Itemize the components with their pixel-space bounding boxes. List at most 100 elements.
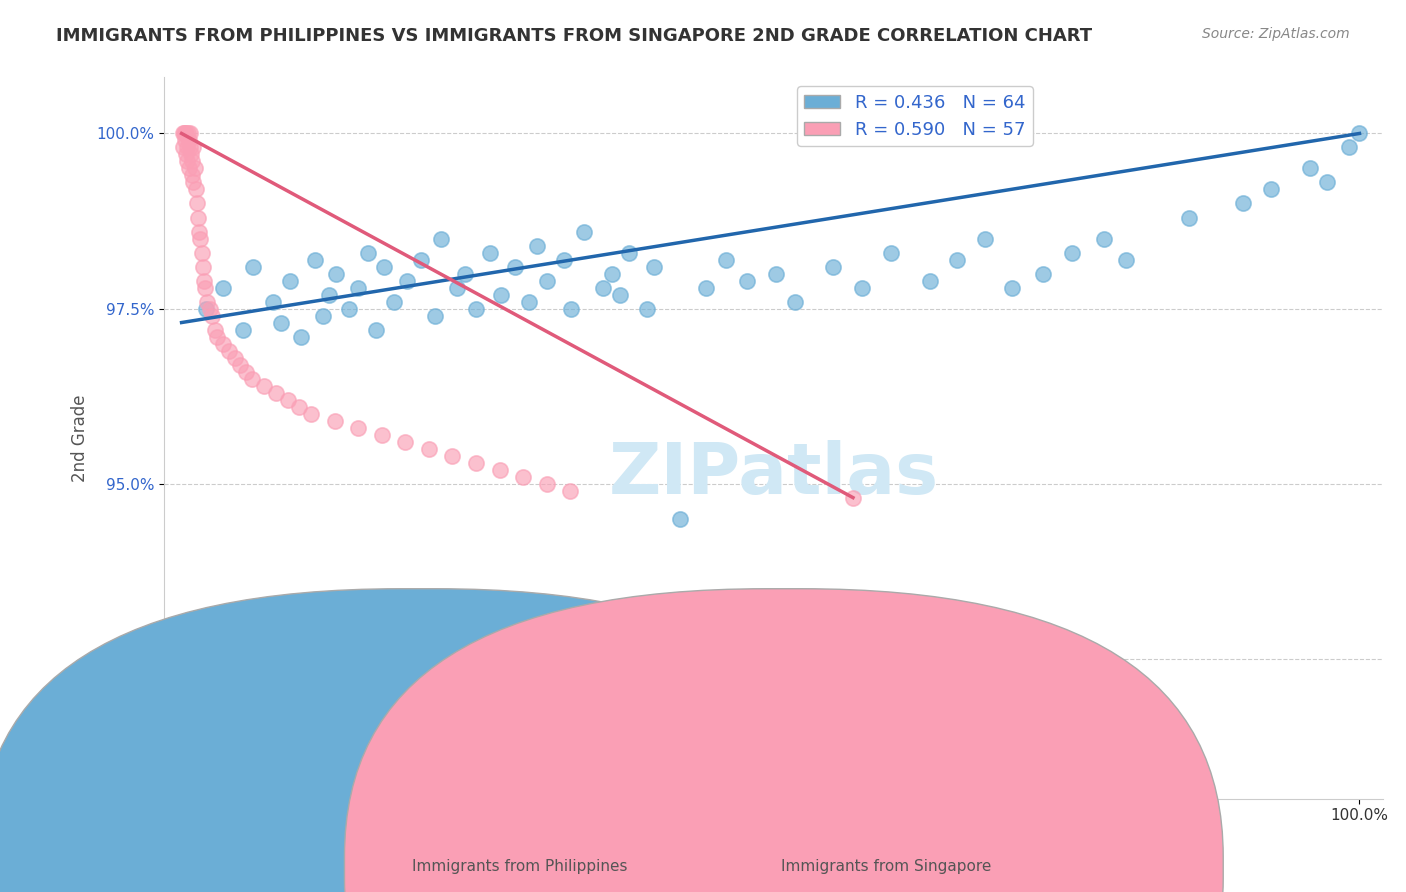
Text: Source: ZipAtlas.com: Source: ZipAtlas.com [1202,27,1350,41]
Point [600,267,623,281]
Point [1115,252,1137,267]
Point [304,252,326,267]
Point [395,273,418,287]
Point [194,280,217,294]
Point [735,273,758,287]
Point [1001,280,1024,294]
Point [179,161,201,176]
Point [183,176,205,190]
Point [423,309,446,323]
Point [218,343,240,358]
Point [235,365,257,379]
Point [181,140,204,154]
Point [190,245,212,260]
Point [186,196,208,211]
Point [278,273,301,287]
Point [323,414,346,428]
Point [636,301,658,316]
Point [184,182,207,196]
Point [695,280,717,294]
Point [1177,211,1199,225]
Point [195,301,218,316]
Text: Immigrants from Philippines: Immigrants from Philippines [412,859,628,874]
Point [347,280,370,294]
Point [197,294,219,309]
Point [180,147,202,161]
Point [465,456,488,470]
Point [503,260,526,274]
Point [224,351,246,365]
Point [211,336,233,351]
Point [1348,127,1371,141]
Point [288,400,311,414]
Point [277,392,299,407]
Point [619,245,641,260]
Point [1232,196,1254,211]
Point [177,127,200,141]
Point [382,294,405,309]
Point [489,287,512,301]
Point [488,462,510,476]
Text: Immigrants from Singapore: Immigrants from Singapore [780,859,991,874]
Point [669,511,692,525]
Legend: R = 0.436   N = 64, R = 0.590   N = 57: R = 0.436 N = 64, R = 0.590 N = 57 [797,87,1032,146]
Point [479,245,502,260]
Point [553,252,575,267]
Point [190,231,212,245]
Point [371,427,394,442]
Point [232,322,254,336]
Point [179,127,201,141]
Point [253,378,276,392]
Point [574,225,596,239]
Point [536,273,558,287]
Point [240,371,263,385]
Point [714,252,737,267]
Point [609,287,631,301]
Point [264,385,287,400]
Point [198,301,221,316]
Point [193,273,215,287]
Point [918,273,941,287]
Point [187,211,209,225]
Point [201,309,224,323]
Point [446,280,468,294]
Point [325,267,347,281]
Point [364,322,387,336]
Point [1337,140,1360,154]
Point [181,154,204,169]
Point [173,133,195,147]
Point [536,476,558,491]
Point [177,133,200,147]
Point [1315,176,1337,190]
Point [643,260,665,274]
Point [560,301,582,316]
Point [262,294,284,309]
Point [205,329,228,343]
Point [172,127,194,141]
Point [512,469,534,483]
Point [337,301,360,316]
Point [357,245,380,260]
Point [318,287,340,301]
Point [183,161,205,176]
Point [174,147,197,161]
Point [517,294,540,309]
Point [290,329,312,343]
Point [454,267,477,281]
Point [229,358,252,372]
Point [270,316,292,330]
Point [418,442,440,456]
Point [851,280,873,294]
Point [347,420,370,434]
Point [242,260,264,274]
Point [173,127,195,141]
Point [174,127,197,141]
Point [1032,267,1054,281]
Point [394,434,416,449]
Point [204,322,226,336]
Point [180,169,202,183]
Point [174,127,197,141]
Point [179,140,201,154]
Point [945,252,967,267]
Point [429,231,451,245]
